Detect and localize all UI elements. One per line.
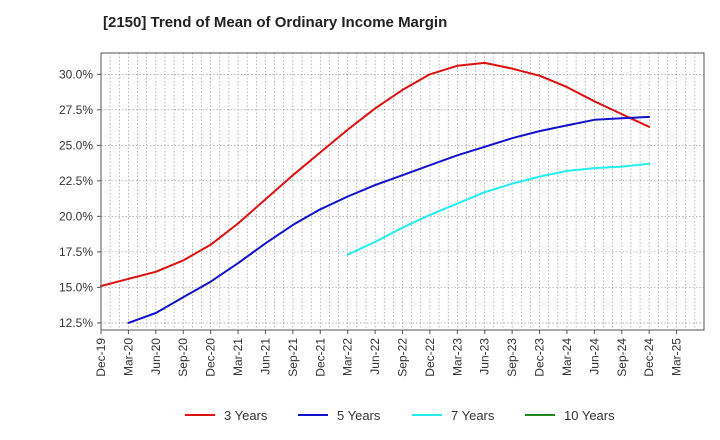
x-tick-label: Sep-24 xyxy=(615,338,629,377)
x-axis-ticks: Dec-19 Mar-20 Jun-20 Sep-20 Dec-20 Mar-21 Jun-… xyxy=(94,330,684,377)
x-tick-label: Jun-20 xyxy=(149,338,163,375)
legend-label: 7 Years xyxy=(451,408,495,423)
legend-label: 10 Years xyxy=(564,408,615,423)
x-tick-label: Mar-20 xyxy=(121,338,135,376)
x-tick-label: Dec-20 xyxy=(204,338,218,377)
y-tick-label: 17.5% xyxy=(59,245,93,259)
legend-label: 3 Years xyxy=(224,408,268,423)
x-tick-label: Sep-23 xyxy=(505,338,519,377)
y-tick-label: 22.5% xyxy=(59,174,93,188)
x-tick-label: Jun-22 xyxy=(368,338,382,375)
chart-title: [2150] Trend of Mean of Ordinary Income … xyxy=(103,14,448,31)
x-tick-label: Mar-22 xyxy=(341,338,355,376)
x-tick-label: Jun-24 xyxy=(587,338,601,375)
y-axis-ticks: 12.5% 15.0% 17.5% 20.0% 22.5% 25.0% 27.5% 30.0% xyxy=(59,67,101,330)
x-tick-label: Jun-23 xyxy=(478,338,492,375)
series-line xyxy=(346,162,651,256)
x-tick-label: Mar-23 xyxy=(450,338,464,376)
x-tick-label: Dec-21 xyxy=(313,338,327,377)
y-tick-label: 20.0% xyxy=(59,209,93,223)
x-tick-label: Jun-21 xyxy=(258,338,272,375)
x-tick-label: Dec-19 xyxy=(94,338,108,377)
grid xyxy=(101,53,704,330)
x-tick-label: Mar-24 xyxy=(560,338,574,376)
x-tick-label: Sep-20 xyxy=(176,338,190,377)
x-tick-label: Mar-25 xyxy=(670,338,684,376)
series-line xyxy=(127,115,651,324)
x-tick-label: Sep-21 xyxy=(286,338,300,377)
x-tick-label: Dec-24 xyxy=(642,338,656,377)
legend: 3 Years 5 Years 7 Years 10 Years xyxy=(185,408,615,423)
y-tick-label: 25.0% xyxy=(59,138,93,152)
series-lines xyxy=(100,61,651,324)
series-line xyxy=(100,61,651,287)
legend-label: 5 Years xyxy=(337,408,381,423)
y-tick-label: 27.5% xyxy=(59,103,93,117)
y-tick-label: 12.5% xyxy=(59,316,93,330)
x-tick-label: Mar-21 xyxy=(231,338,245,376)
x-tick-label: Sep-22 xyxy=(396,338,410,377)
y-tick-label: 15.0% xyxy=(59,280,93,294)
y-tick-label: 30.0% xyxy=(59,67,93,81)
x-tick-label: Dec-23 xyxy=(533,338,547,377)
x-tick-label: Dec-22 xyxy=(423,338,437,377)
